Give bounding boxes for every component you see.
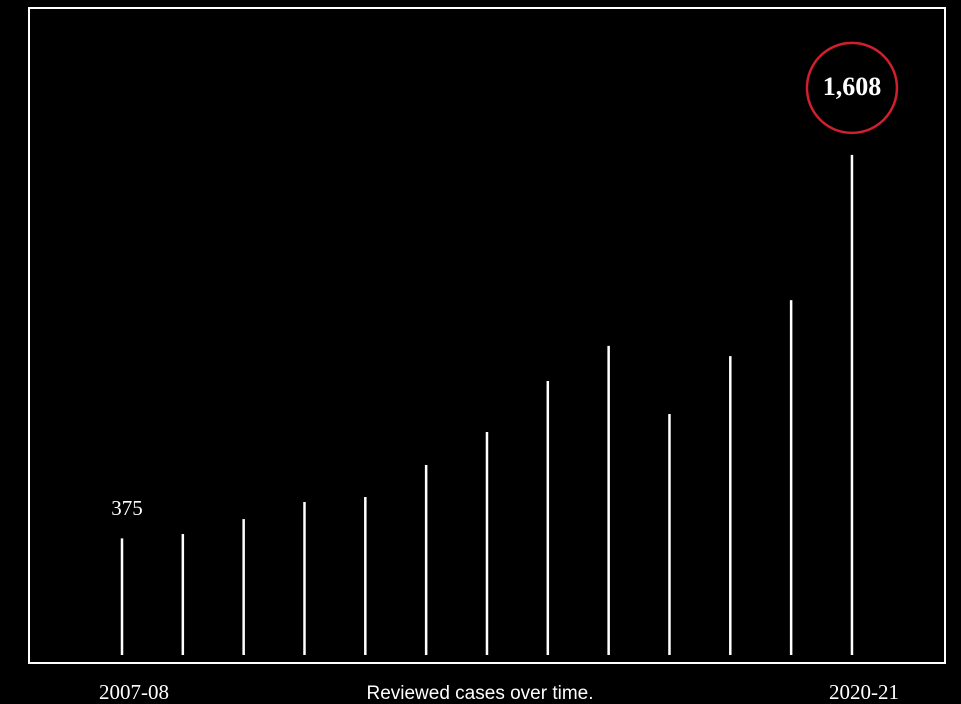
bar bbox=[303, 501, 306, 655]
value-label: 1,608 bbox=[823, 72, 882, 101]
bar bbox=[181, 534, 185, 655]
bar bbox=[668, 413, 671, 655]
x-tick-label: 2007-08 bbox=[99, 680, 169, 704]
bar bbox=[546, 381, 550, 655]
bar bbox=[607, 345, 610, 655]
bar bbox=[485, 432, 489, 655]
bar bbox=[789, 300, 793, 655]
bar bbox=[242, 519, 245, 655]
frame bbox=[28, 7, 946, 664]
bar bbox=[120, 538, 124, 655]
x-tick-label: 2020-21 bbox=[829, 680, 899, 704]
caption: Reviewed cases over time. bbox=[366, 683, 593, 704]
highlight-circle bbox=[805, 41, 899, 135]
bar bbox=[424, 464, 428, 655]
bar bbox=[729, 356, 732, 655]
bar bbox=[364, 497, 367, 655]
bar bbox=[850, 154, 854, 656]
value-label: 375 bbox=[111, 496, 143, 520]
